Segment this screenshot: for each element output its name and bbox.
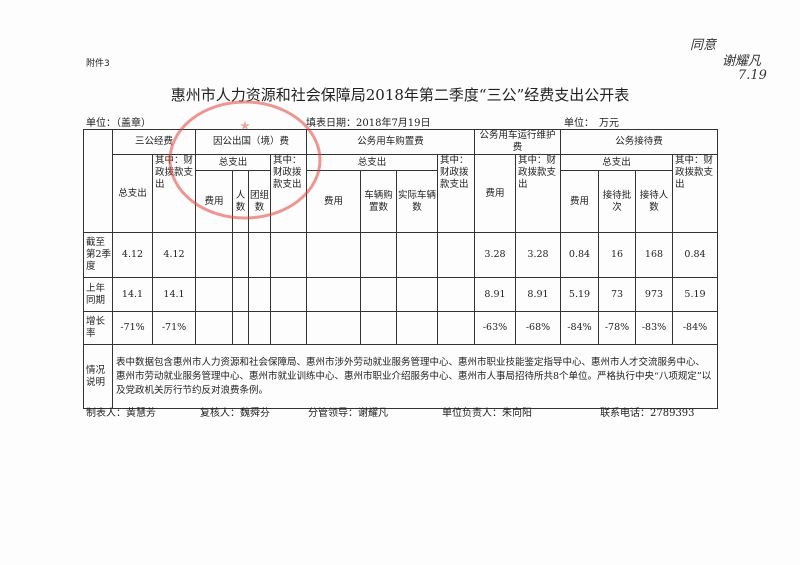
currency-unit: 单位： 万元 <box>564 118 619 129</box>
col-header: 接待人数 <box>635 170 673 233</box>
table-cell: 168 <box>635 232 673 278</box>
col-header: 人数 <box>232 170 249 233</box>
table-cell: 973 <box>635 277 673 312</box>
table-cell <box>360 232 397 278</box>
col-header: 费用 <box>306 170 361 233</box>
table-cell: 5.19 <box>560 277 599 312</box>
handwritten-date: 7.19 <box>738 68 767 83</box>
table-cell: -63% <box>474 311 516 345</box>
table-cell: -83% <box>635 311 673 345</box>
preparer: 制表人：黄慧芳 <box>86 408 156 419</box>
table-cell <box>270 277 307 312</box>
table-cell: 16 <box>598 232 636 278</box>
table-cell: -84% <box>560 311 599 345</box>
row-label: 增长率 <box>83 311 113 345</box>
table-row: 增长率 -71% -71% -63% -68% -84% -78% -83% -84% <box>83 311 718 345</box>
group-header: 公务用车运行维护费 <box>474 129 561 155</box>
group-header: 公务接待费 <box>560 129 718 155</box>
handwritten-approval: 同意 <box>690 38 717 53</box>
col-header: 总支出 <box>112 154 153 233</box>
table-cell <box>248 277 271 312</box>
table-cell <box>360 277 397 312</box>
supervisor: 分管领导：谢耀凡 <box>308 408 388 419</box>
col-header: 车辆购置数 <box>360 170 397 233</box>
corner-cell <box>83 129 113 233</box>
col-header: 总支出 <box>195 154 271 171</box>
table-cell <box>232 311 249 345</box>
row-label: 上年同期 <box>83 277 113 312</box>
table-cell <box>248 311 271 345</box>
col-header: 接待批次 <box>598 170 636 233</box>
table-row: 上年同期 14.1 14.1 8.91 8.91 5.19 73 973 5.19 <box>83 277 718 312</box>
table-cell: 3.28 <box>474 232 516 278</box>
table-cell <box>195 277 233 312</box>
col-header: 团组数 <box>248 170 271 233</box>
note-text: 表中数据包含惠州市人力资源和社会保障局、惠州市涉外劳动就业服务管理中心、惠州市职… <box>112 344 718 409</box>
handwritten-signature: 谢耀凡 <box>722 54 762 69</box>
table-cell <box>195 311 233 345</box>
reviewer: 复核人：魏舜芬 <box>200 408 270 419</box>
table-cell <box>360 311 397 345</box>
col-header: 其中：财政拨款支出 <box>270 154 307 233</box>
table-cell <box>232 232 249 278</box>
col-header: 费用 <box>560 170 599 233</box>
table-cell: 14.1 <box>152 277 196 312</box>
table-cell: -78% <box>598 311 636 345</box>
group-header: 因公出国（境）费 <box>195 129 307 155</box>
unit-head: 单位负责人：朱向阳 <box>442 408 532 419</box>
table-cell: 0.84 <box>560 232 599 278</box>
page-title: 惠州市人力资源和社会保障局2018年第二季度“三公”经费支出公开表 <box>170 86 630 104</box>
note-label: 情况说明 <box>83 344 113 409</box>
group-header: 公务用车购置费 <box>306 129 475 155</box>
col-header: 其中：财政拨款支出 <box>515 154 561 233</box>
table-cell <box>270 232 307 278</box>
table-cell: 14.1 <box>112 277 153 312</box>
group-header: 三公经费 <box>112 129 196 155</box>
col-header: 其中：财政拨款支出 <box>437 154 475 233</box>
unit-label: 单位：（盖章） <box>86 118 151 129</box>
table-cell: -84% <box>672 311 718 345</box>
table-cell: 73 <box>598 277 636 312</box>
table-cell <box>232 277 249 312</box>
table-cell <box>437 311 475 345</box>
row-label: 截至第2季度 <box>83 232 113 278</box>
table-cell <box>306 311 361 345</box>
expense-table: 三公经费 因公出国（境）费 公务用车购置费 公务用车运行维护费 公务接待费 总支… <box>83 129 718 409</box>
table-cell: 0.84 <box>672 232 718 278</box>
table-cell <box>306 232 361 278</box>
col-header: 费用 <box>474 154 516 233</box>
table-cell <box>396 232 438 278</box>
table-cell <box>195 232 233 278</box>
col-header: 总支出 <box>560 154 673 171</box>
table-cell: 4.12 <box>112 232 153 278</box>
table-cell: -71% <box>152 311 196 345</box>
col-header: 总支出 <box>306 154 438 171</box>
table-cell <box>437 232 475 278</box>
table-cell <box>248 232 271 278</box>
table-cell <box>396 311 438 345</box>
table-cell: -71% <box>112 311 153 345</box>
col-header: 其中：财政拨款支出 <box>672 154 718 233</box>
table-cell: 8.91 <box>474 277 516 312</box>
col-header: 实际车辆数 <box>396 170 438 233</box>
col-header: 其中：财政拨款支出 <box>152 154 196 233</box>
table-cell: 8.91 <box>515 277 561 312</box>
table-cell <box>396 277 438 312</box>
table-cell <box>270 311 307 345</box>
table-cell: 4.12 <box>152 232 196 278</box>
attachment-label: 附件3 <box>86 59 110 69</box>
table-row: 截至第2季度 4.12 4.12 3.28 3.28 0.84 16 168 0.84 <box>83 232 718 278</box>
table-cell <box>437 277 475 312</box>
contact-phone: 联系电话：2789393 <box>600 408 695 419</box>
col-header: 费用 <box>195 170 233 233</box>
table-cell: 3.28 <box>515 232 561 278</box>
table-cell: 5.19 <box>672 277 718 312</box>
table-cell: -68% <box>515 311 561 345</box>
table-cell <box>306 277 361 312</box>
fill-date: 填表日期：2018年7月19日 <box>306 118 431 129</box>
